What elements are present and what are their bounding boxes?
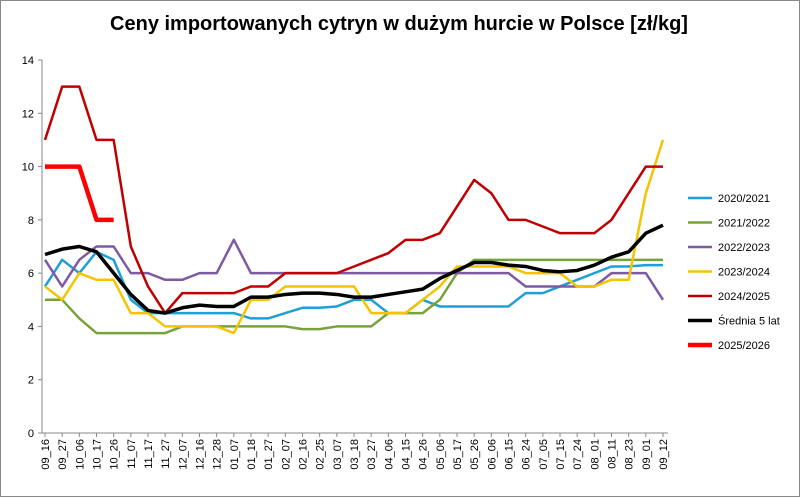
x-tick-label: 07_24 (572, 439, 584, 470)
legend-label: 2022/2023 (718, 242, 770, 254)
x-tick-label: 01_27 (263, 439, 275, 470)
x-tick-label: 08_01 (589, 439, 601, 470)
series-line (43, 238, 665, 301)
y-tick-label: 8 (28, 215, 34, 227)
x-tick-label: 02_16 (298, 439, 310, 470)
x-tick-label: 01_07 (229, 439, 241, 470)
x-tick-label: 06_06 (486, 439, 498, 470)
x-tick-label: 09_16 (40, 439, 52, 470)
x-tick-label: 08_23 (624, 439, 636, 470)
x-tick-label: 06_15 (504, 439, 516, 470)
legend-label: Średnia 5 lat (718, 315, 780, 328)
x-tick-label: 09_01 (641, 439, 653, 470)
x-tick-label: 01_18 (246, 439, 258, 470)
x-tick-label: 05_26 (469, 439, 481, 470)
x-tick-label: 10_17 (92, 439, 104, 470)
x-tick-label: 04_26 (418, 439, 430, 470)
x-tick-label: 03_27 (366, 439, 378, 470)
y-tick-label: 6 (28, 268, 34, 280)
x-tick-label: 11_17 (143, 439, 155, 469)
x-tick-label: 10_26 (109, 439, 121, 470)
x-tick-label: 04_06 (383, 439, 395, 470)
y-tick-label: 14 (22, 55, 34, 67)
x-tick-label: 05_17 (452, 439, 464, 470)
x-tick-label: 12_28 (212, 439, 224, 470)
legend-label: 2023/2024 (718, 267, 770, 279)
x-tick-label: 07_15 (555, 439, 567, 470)
x-tick-label: 05_06 (435, 439, 447, 470)
y-tick-label: 2 (28, 375, 34, 387)
x-tick-label: 10_06 (74, 439, 86, 470)
legend-label: 2020/2021 (718, 193, 770, 205)
x-tick-label: 09_27 (57, 439, 69, 470)
x-tick-label: 06_24 (521, 439, 533, 470)
x-tick-label: 04_15 (401, 439, 413, 470)
legend-label: 2024/2025 (718, 291, 770, 303)
legend-label: 2025/2026 (718, 340, 770, 352)
x-tick-label: 12_07 (177, 439, 189, 470)
series-line (43, 85, 663, 315)
series-line (44, 223, 664, 315)
x-tick-label: 11_07 (126, 439, 138, 469)
y-tick-label: 10 (22, 162, 34, 174)
y-tick-label: 4 (28, 321, 34, 333)
x-tick-label: 02_07 (280, 439, 292, 470)
x-tick-label: 09_12 (658, 439, 670, 470)
x-tick-label: 03_07 (332, 439, 344, 470)
x-tick-label: 02_25 (315, 439, 327, 470)
legend-label: 2021/2022 (718, 218, 770, 230)
x-tick-label: 08_11 (607, 439, 619, 469)
series-line (45, 164, 114, 223)
x-tick-label: 03_18 (349, 439, 361, 470)
y-tick-label: 0 (28, 428, 34, 440)
x-tick-label: 07_05 (538, 439, 550, 470)
y-tick-label: 12 (22, 108, 34, 120)
series-line (45, 258, 663, 335)
x-tick-label: 11_27 (160, 439, 172, 469)
x-tick-label: 12_16 (195, 439, 207, 470)
chart-title: Ceny importowanych cytryn w dużym hurcie… (110, 13, 688, 35)
